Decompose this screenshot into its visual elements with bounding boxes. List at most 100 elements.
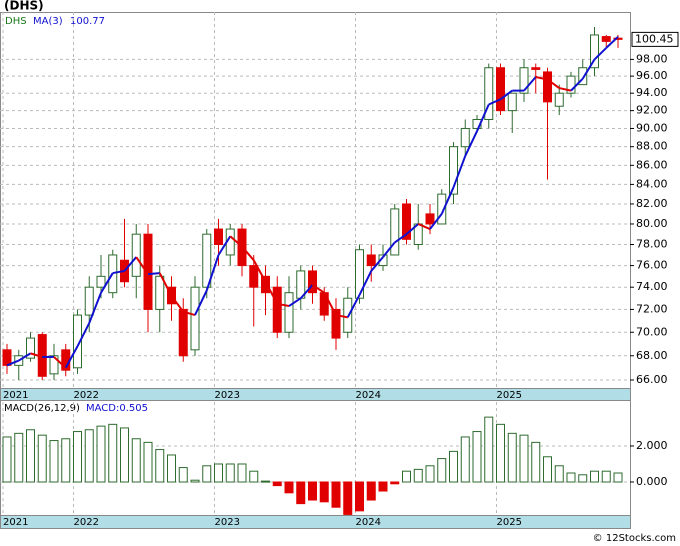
candle-body bbox=[178, 308, 188, 357]
candle-body bbox=[261, 275, 270, 294]
candle-body bbox=[543, 71, 552, 103]
ma-line bbox=[229, 235, 243, 248]
x-tick-label: 2021 bbox=[3, 390, 28, 401]
candle-body bbox=[190, 286, 200, 351]
macd-bar bbox=[402, 470, 411, 483]
candle-body bbox=[131, 233, 141, 277]
x-tick-label: 2024 bbox=[356, 390, 381, 401]
ma-line bbox=[112, 269, 125, 275]
price-tag-label: 100.45 bbox=[635, 32, 674, 45]
y-tick-label: 70.00 bbox=[636, 325, 668, 338]
macd-bar bbox=[484, 416, 494, 483]
macd-bar bbox=[131, 438, 141, 483]
candle-body bbox=[484, 67, 494, 121]
ma-line bbox=[311, 284, 325, 294]
candle-body bbox=[202, 233, 212, 288]
macd-bar bbox=[366, 481, 376, 501]
macd-bar bbox=[2, 436, 12, 483]
y-tick-label: 72.00 bbox=[636, 302, 668, 315]
macd-bar bbox=[272, 481, 282, 487]
macd-bar bbox=[378, 481, 388, 492]
macd-bar bbox=[413, 468, 423, 483]
ma-line bbox=[288, 297, 302, 307]
y-tick-label: 88.00 bbox=[636, 140, 668, 153]
x-tick-label: 2021 bbox=[3, 517, 28, 528]
ma-line bbox=[158, 272, 173, 297]
chart-title: (DHS) bbox=[4, 0, 44, 13]
ma-line bbox=[346, 294, 361, 318]
macd-bar bbox=[578, 474, 588, 483]
candle-body bbox=[84, 286, 94, 316]
y-tick-label: 68.00 bbox=[636, 349, 668, 362]
ma-line bbox=[476, 104, 490, 132]
macd-bar bbox=[237, 463, 247, 483]
ma-line bbox=[194, 290, 208, 316]
macd-bar bbox=[355, 481, 364, 512]
ma-line bbox=[335, 314, 348, 319]
candle-body bbox=[425, 213, 435, 225]
ma-line bbox=[440, 186, 455, 215]
candle-body bbox=[554, 92, 564, 107]
ma-line bbox=[147, 272, 160, 276]
macd-bar bbox=[202, 465, 212, 483]
y-tick-label: 98.00 bbox=[636, 52, 668, 65]
candle-body bbox=[249, 265, 259, 288]
ma-line bbox=[488, 98, 501, 106]
ma-line bbox=[135, 256, 149, 275]
macd-title: MACD(26,12,9) bbox=[4, 403, 80, 414]
macd-bar bbox=[61, 438, 71, 483]
candle-body bbox=[590, 34, 599, 69]
macd-bar bbox=[425, 465, 435, 483]
candle-body bbox=[143, 233, 153, 310]
x-tick-label: 2023 bbox=[215, 517, 240, 528]
ma-line bbox=[6, 359, 20, 367]
ma-line bbox=[18, 352, 32, 362]
candle-body bbox=[437, 193, 447, 225]
candle-body bbox=[73, 314, 82, 369]
ma-line bbox=[100, 272, 114, 294]
y-tick-label: 78.00 bbox=[636, 238, 668, 251]
ma-line bbox=[535, 75, 548, 81]
ma-line bbox=[559, 87, 572, 92]
x-tick-label: 2024 bbox=[356, 517, 381, 528]
ma-line bbox=[76, 322, 91, 347]
macd-bar bbox=[120, 427, 129, 483]
y-tick-label: 92.00 bbox=[636, 104, 668, 117]
candle-body bbox=[507, 92, 517, 112]
x-tick-label: 2025 bbox=[497, 390, 522, 401]
ma-line bbox=[370, 256, 384, 272]
macd-bar bbox=[613, 472, 623, 483]
footer: © 12Stocks.com bbox=[593, 533, 676, 544]
ma-line bbox=[217, 235, 232, 256]
y-tick-label: 82.00 bbox=[636, 197, 668, 210]
macd-bar bbox=[437, 458, 447, 483]
macd-bar bbox=[519, 434, 529, 483]
legend-ma-value: 100.77 bbox=[70, 16, 105, 27]
ma-line bbox=[241, 245, 255, 261]
ma-line bbox=[417, 223, 431, 230]
x-tick-label: 2022 bbox=[74, 517, 99, 528]
macd-bar bbox=[49, 440, 59, 483]
macd-bar bbox=[496, 423, 505, 483]
macd-bar bbox=[590, 470, 599, 483]
macd-bar bbox=[308, 481, 317, 501]
macd-bar bbox=[566, 472, 576, 483]
y-tick-label: 90.00 bbox=[636, 121, 668, 134]
y-tick-label: 74.00 bbox=[636, 280, 668, 293]
candle-body bbox=[496, 67, 505, 112]
date-band bbox=[0, 515, 631, 529]
macd-bar bbox=[331, 481, 341, 508]
ma-line bbox=[252, 259, 267, 283]
ma-line bbox=[358, 270, 373, 296]
candle-body bbox=[155, 275, 165, 310]
macd-bar bbox=[543, 456, 552, 483]
ma-line bbox=[182, 310, 196, 317]
macd-bar bbox=[460, 436, 470, 483]
macd-bar bbox=[108, 423, 118, 483]
ma-line bbox=[300, 284, 314, 299]
y-tick-label: 80.00 bbox=[636, 217, 668, 230]
y-tick-label: 94.00 bbox=[636, 86, 668, 99]
candle-body bbox=[601, 36, 611, 42]
candle-body bbox=[2, 349, 12, 366]
ma-line bbox=[523, 76, 537, 92]
